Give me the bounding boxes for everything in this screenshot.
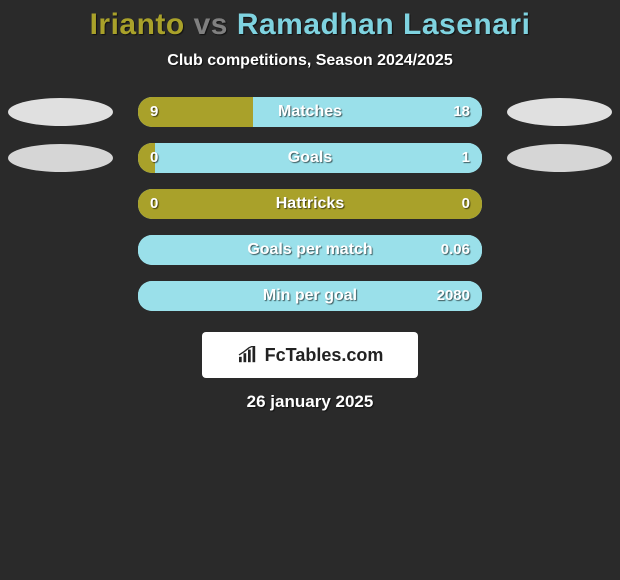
stat-value-right: 1 [462, 143, 470, 173]
page-title: Irianto vs Ramadhan Lasenari [0, 8, 620, 42]
stat-value-right: 0.06 [441, 235, 470, 265]
stat-value-right: 0 [462, 189, 470, 219]
stat-label: Goals per match [0, 235, 620, 265]
stat-row: Min per goal2080 [0, 278, 620, 324]
comparison-card: Irianto vs Ramadhan Lasenari Club compet… [0, 0, 620, 412]
stat-value-right: 18 [453, 97, 470, 127]
logo-part2: Tables [286, 345, 342, 365]
stat-label: Goals [0, 143, 620, 173]
vs-word: vs [194, 8, 228, 41]
stat-label: Hattricks [0, 189, 620, 219]
stat-value-right: 2080 [437, 281, 470, 311]
player2-name: Ramadhan Lasenari [237, 8, 531, 41]
subtitle: Club competitions, Season 2024/2025 [0, 52, 620, 70]
stat-row: Hattricks0 0 [0, 186, 620, 232]
stat-row: Goals per match0.06 [0, 232, 620, 278]
stat-label: Matches [0, 97, 620, 127]
stat-row: Goals0 1 [0, 140, 620, 186]
logo-part1: Fc [265, 345, 286, 365]
logo-badge: FcTables.com [202, 332, 418, 378]
logo-text: FcTables.com [265, 345, 384, 366]
chart-icon [237, 346, 259, 364]
stats-area: Matches918Goals01Hattricks00Goals per ma… [0, 94, 620, 324]
stat-value-left: 0 [150, 143, 158, 173]
player1-name: Irianto [90, 8, 185, 41]
stat-row: Matches9 18 [0, 94, 620, 140]
logo-part3: .com [341, 345, 383, 365]
stat-value-left: 9 [150, 97, 158, 127]
stat-value-left: 0 [150, 189, 158, 219]
date-label: 26 january 2025 [0, 392, 620, 412]
stat-label: Min per goal [0, 281, 620, 311]
